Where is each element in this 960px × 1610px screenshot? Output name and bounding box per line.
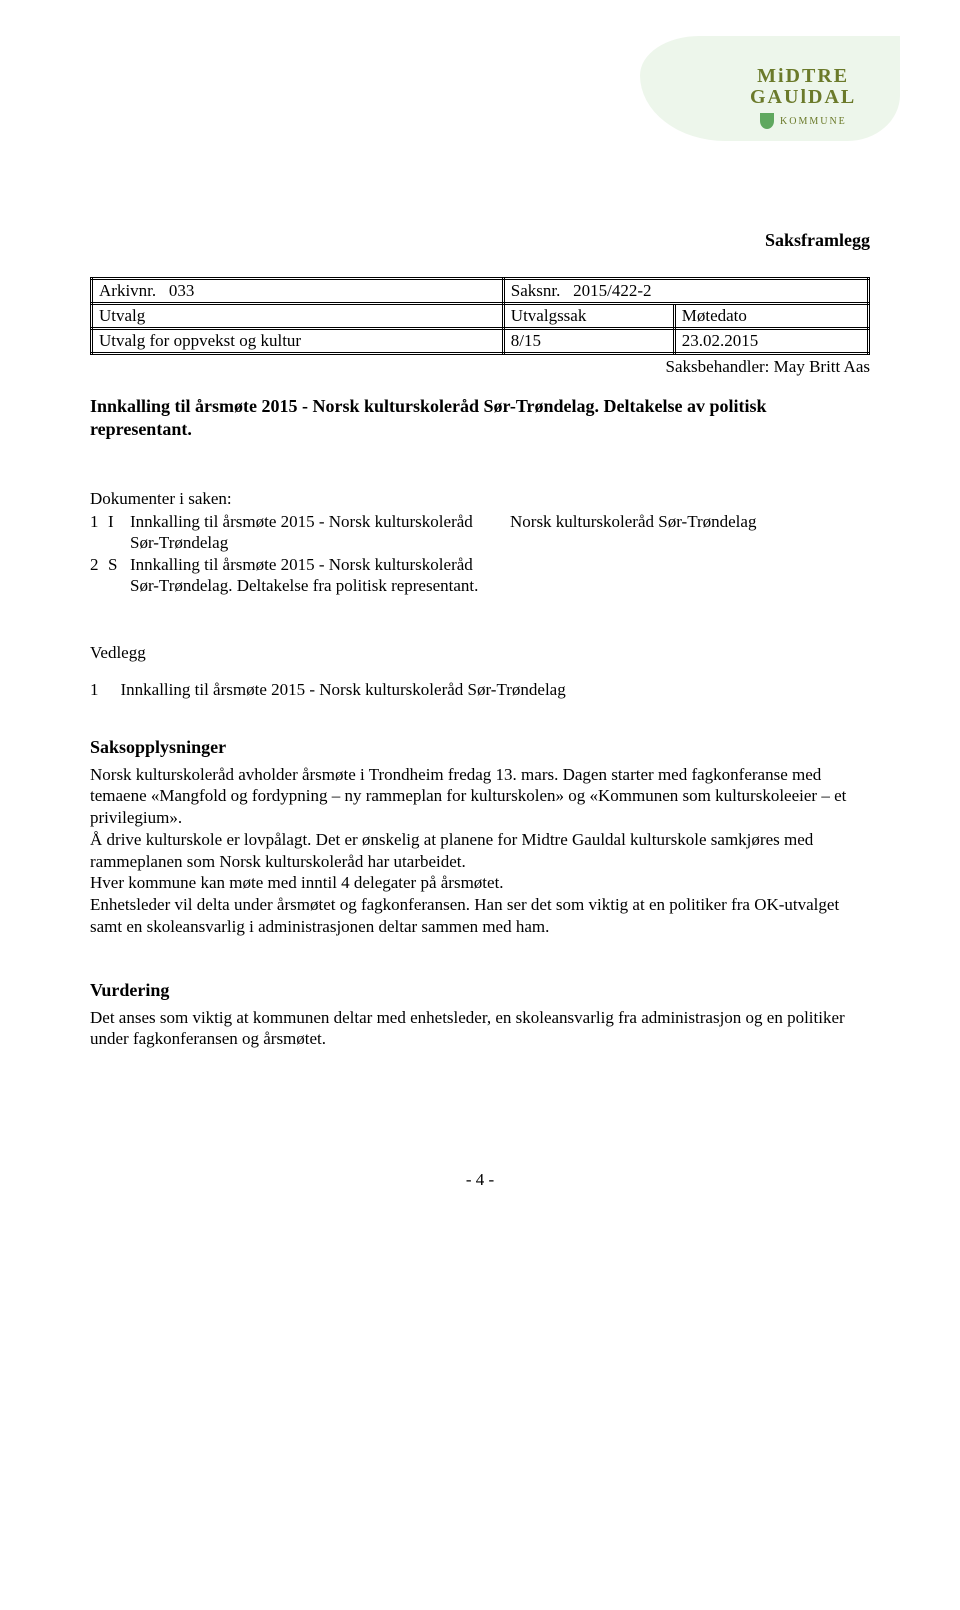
vedlegg-row: 1 Innkalling til årsmøte 2015 - Norsk ku…	[90, 679, 870, 700]
shield-icon	[760, 113, 774, 129]
docs-table: 1 I Innkalling til årsmøte 2015 - Norsk …	[90, 511, 870, 596]
vedlegg-text: Innkalling til årsmøte 2015 - Norsk kult…	[121, 679, 566, 700]
val-utvalgssak: 8/15	[503, 329, 674, 354]
doc-title-b	[510, 554, 870, 597]
logo-line2: GAUlDAL	[750, 86, 856, 108]
saksbehandler-name: May Britt Aas	[774, 357, 870, 376]
doc-title-b: Norsk kulturskoleråd Sør-Trøndelag	[510, 511, 870, 554]
doc-type: S	[108, 554, 130, 597]
doc-title-a: Innkalling til årsmøte 2015 - Norsk kult…	[130, 511, 510, 554]
body-p4: Enhetsleder vil delta under årsmøtet og …	[90, 894, 870, 938]
vurdering-p: Det anses som viktig at kommunen deltar …	[90, 1007, 870, 1051]
vurdering-heading: Vurdering	[90, 980, 870, 1001]
meta-table: Arkivnr. 033 Saksnr. 2015/422-2 Utvalg U…	[90, 277, 870, 355]
arkivnr-value: 033	[169, 281, 195, 300]
vurdering-body: Det anses som viktig at kommunen deltar …	[90, 1007, 870, 1051]
doc-title-a: Innkalling til årsmøte 2015 - Norsk kult…	[130, 554, 510, 597]
vedlegg-heading: Vedlegg	[90, 642, 870, 663]
arkivnr-label: Arkivnr.	[99, 281, 156, 300]
col-utvalgssak: Utvalgssak	[503, 304, 674, 329]
saksopp-heading: Saksopplysninger	[90, 737, 870, 758]
document-heading: Saksframlegg	[90, 230, 870, 251]
logo-line1: MiDTRE	[757, 65, 849, 87]
val-motedato: 23.02.2015	[674, 329, 868, 354]
vedlegg-num: 1	[90, 679, 99, 700]
doc-type: I	[108, 511, 130, 554]
case-title: Innkalling til årsmøte 2015 - Norsk kult…	[90, 395, 870, 442]
doc-num: 1	[90, 511, 108, 554]
saksbehandler-label: Saksbehandler:	[666, 357, 770, 376]
body-p3: Hver kommune kan møte med inntil 4 deleg…	[90, 872, 870, 894]
saksopp-body: Norsk kulturskoleråd avholder årsmøte i …	[90, 764, 870, 938]
saksnr-label: Saksnr.	[511, 281, 561, 300]
col-utvalg: Utvalg	[92, 304, 504, 329]
saksnr-value: 2015/422-2	[573, 281, 651, 300]
logo-subtext: KOMMUNE	[780, 116, 847, 127]
page-number: - 4 -	[90, 1170, 870, 1190]
logo-block: MiDTRE GAUlDAL KOMMUNE	[640, 36, 900, 186]
table-row: 2 S Innkalling til årsmøte 2015 - Norsk …	[90, 554, 870, 597]
table-row: 1 I Innkalling til årsmøte 2015 - Norsk …	[90, 511, 870, 554]
doc-num: 2	[90, 554, 108, 597]
logo-wordmark: MiDTRE GAUlDAL	[750, 66, 856, 108]
saksbehandler-line: Saksbehandler: May Britt Aas	[90, 357, 870, 377]
docs-heading: Dokumenter i saken:	[90, 488, 870, 509]
body-p2: Å drive kulturskole er lovpålagt. Det er…	[90, 829, 870, 873]
body-p1: Norsk kulturskoleråd avholder årsmøte i …	[90, 764, 870, 829]
col-motedato: Møtedato	[674, 304, 868, 329]
val-utvalg: Utvalg for oppvekst og kultur	[92, 329, 504, 354]
